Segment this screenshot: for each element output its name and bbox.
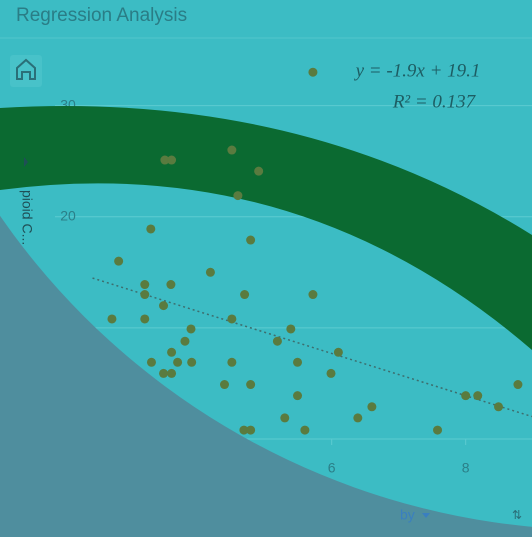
point — [239, 425, 249, 435]
collapse-arrow[interactable] — [24, 157, 28, 167]
panel-title: Regression Analysis — [16, 5, 187, 26]
point — [186, 324, 196, 334]
home-button[interactable] — [10, 55, 42, 87]
point — [308, 290, 318, 300]
x-tick-label: 6 — [328, 460, 336, 476]
trend-line — [92, 277, 532, 418]
x-tick-label: 8 — [462, 460, 470, 476]
point — [146, 357, 156, 367]
point — [240, 290, 250, 300]
point — [367, 402, 377, 412]
point — [300, 425, 310, 435]
point — [326, 368, 336, 378]
plot — [92, 67, 532, 435]
point — [233, 191, 243, 201]
equation: y = -1.9x + 19.1 — [354, 60, 481, 81]
point — [167, 347, 177, 357]
y-tick-label: 20 — [60, 207, 76, 223]
point — [272, 336, 282, 346]
point — [433, 425, 443, 435]
point — [167, 368, 177, 378]
point — [140, 314, 150, 324]
point — [494, 402, 504, 412]
overlay-band — [0, 106, 532, 350]
point — [187, 357, 197, 367]
dropdown-arrow[interactable] — [422, 513, 430, 518]
point — [159, 368, 169, 378]
point — [166, 280, 176, 290]
point — [513, 380, 523, 390]
swap-axes-icon[interactable]: ⇅ — [512, 508, 522, 522]
point — [160, 155, 170, 165]
point — [246, 235, 256, 245]
r-squared: R² = 0.137 — [392, 91, 477, 112]
point — [246, 425, 256, 435]
point — [159, 301, 169, 311]
point — [333, 347, 343, 357]
point — [293, 357, 303, 367]
point — [140, 280, 150, 290]
point — [219, 380, 229, 390]
point — [308, 67, 318, 77]
point — [286, 324, 296, 334]
point — [146, 224, 156, 234]
point — [353, 413, 363, 423]
point — [461, 391, 471, 401]
point — [173, 357, 183, 367]
point — [140, 290, 150, 300]
point — [227, 314, 237, 324]
point — [280, 413, 290, 423]
y-axis-label: pioid C... — [19, 190, 35, 245]
point — [473, 391, 483, 401]
point — [227, 145, 237, 155]
point — [205, 267, 215, 277]
point — [167, 155, 177, 165]
point — [227, 357, 237, 367]
point — [254, 166, 264, 176]
point — [246, 380, 256, 390]
axis-field-picker[interactable]: by — [400, 507, 415, 523]
point — [293, 391, 303, 401]
point — [180, 336, 190, 346]
point — [107, 314, 117, 324]
point — [114, 256, 124, 266]
